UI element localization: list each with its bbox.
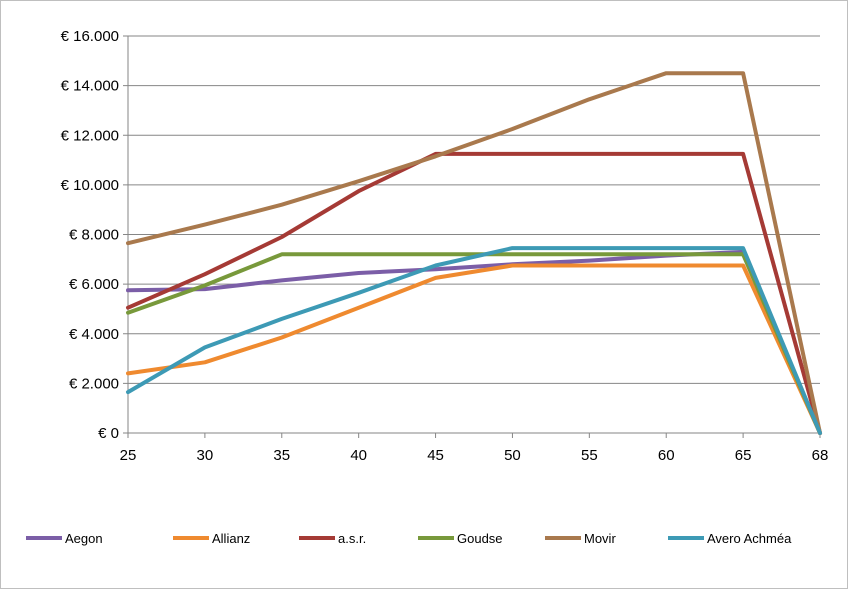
y-tick-label: € 14.000 [61, 78, 119, 95]
axes [123, 35, 821, 438]
legend-label: Allianz [212, 531, 250, 546]
x-tick-label: 65 [735, 447, 752, 464]
series-lines [126, 71, 822, 435]
legend-label: Movir [584, 531, 616, 546]
y-tick-label: € 4.000 [69, 326, 119, 343]
gridlines [128, 35, 820, 434]
legend-label: Avero Achméa [707, 531, 792, 546]
y-tick-label: € 12.000 [61, 127, 119, 144]
y-axis-tick-labels: € 0 € 2.000 € 4.000 € 6.000 € 8.000 € 10.000 €… [61, 28, 119, 442]
legend: Aegon Allianz a.s.r. Goudse Movir Avero Achmé… [26, 531, 792, 546]
legend-label: a.s.r. [338, 531, 366, 546]
y-tick-label: € 0 [98, 425, 119, 442]
x-tick-label: 35 [273, 447, 290, 464]
y-tick-label: € 10.000 [61, 177, 119, 194]
y-tick-label: € 8.000 [69, 227, 119, 244]
x-tick-label: 60 [658, 447, 675, 464]
series-line-avero-achm-a [126, 246, 822, 435]
series-line-a-s-r- [126, 151, 822, 435]
x-tick-label: 55 [581, 447, 598, 464]
y-tick-label: € 16.000 [61, 28, 119, 45]
series-line-aegon [126, 249, 822, 435]
series-line-movir [126, 71, 822, 435]
x-tick-label: 30 [197, 447, 214, 464]
series-line-goudse [126, 252, 822, 435]
x-axis-tick-labels: 25 30 35 40 45 50 55 60 65 68 [120, 447, 829, 464]
x-tick-label: 40 [350, 447, 367, 464]
x-tick-label: 68 [812, 447, 829, 464]
y-tick-label: € 6.000 [69, 276, 119, 293]
y-tick-label: € 2.000 [69, 375, 119, 392]
series-line-allianz [126, 263, 822, 435]
x-tick-label: 45 [427, 447, 444, 464]
legend-label: Goudse [457, 531, 503, 546]
x-tick-label: 50 [504, 447, 521, 464]
legend-label: Aegon [65, 531, 103, 546]
x-tick-label: 25 [120, 447, 137, 464]
